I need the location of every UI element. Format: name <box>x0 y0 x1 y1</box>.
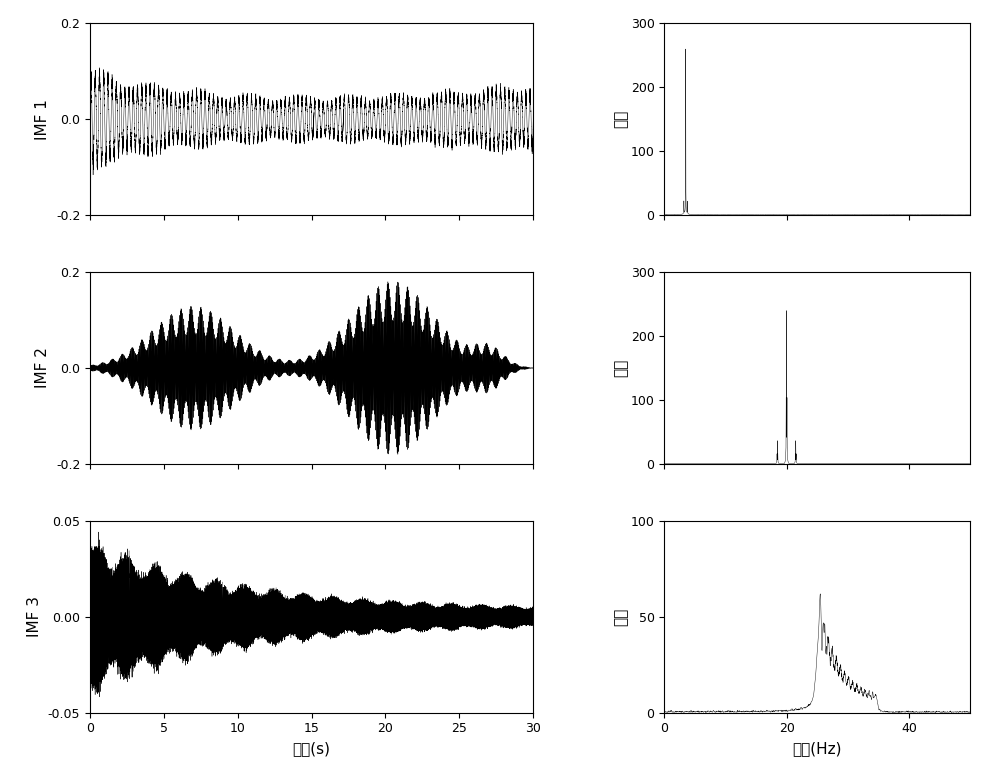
Y-axis label: 幅値: 幅値 <box>613 110 628 128</box>
Y-axis label: 幅値: 幅値 <box>613 608 628 626</box>
X-axis label: 频率(Hz): 频率(Hz) <box>792 741 842 756</box>
Y-axis label: IMF 2: IMF 2 <box>35 348 50 388</box>
Y-axis label: IMF 1: IMF 1 <box>35 99 50 139</box>
Y-axis label: 幅値: 幅値 <box>613 359 628 377</box>
X-axis label: 时间(s): 时间(s) <box>293 741 331 756</box>
Y-axis label: IMF 3: IMF 3 <box>27 597 42 637</box>
